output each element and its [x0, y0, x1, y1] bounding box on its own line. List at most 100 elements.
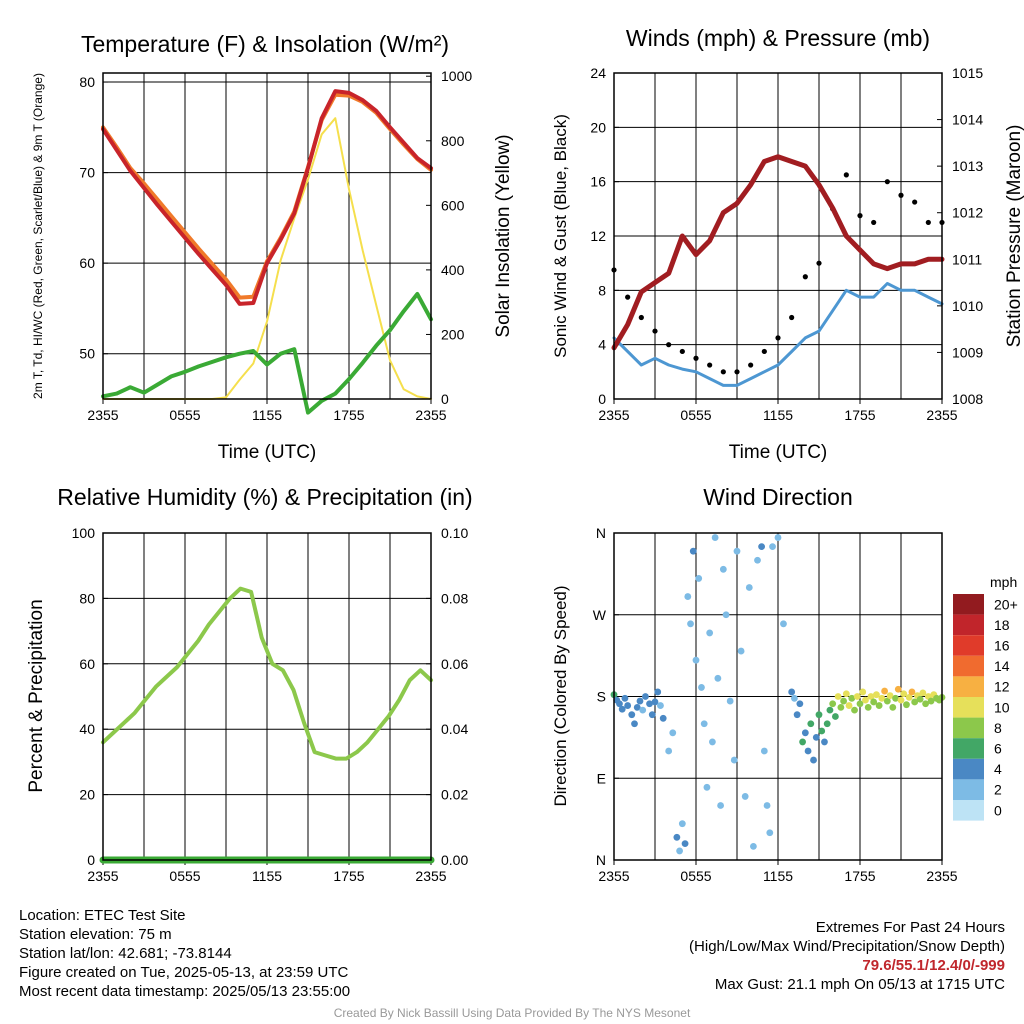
p4-direction-point: [842, 690, 850, 698]
p2-series-sonic-wind: [612, 282, 944, 387]
winds-plot: 2355 0555 1155 1755 235504812162024100810091…: [590, 65, 983, 423]
p3-xtick-label: 2355: [415, 868, 446, 884]
p2-right-tick-label: 1011: [952, 251, 982, 267]
legend-swatch: [953, 655, 984, 677]
p1-xtick-label: 2355: [415, 407, 446, 423]
p4-direction-point: [624, 702, 632, 709]
p2-right-tick-label: 1014: [952, 112, 983, 128]
p4-direction-point: [733, 547, 741, 555]
p2-left-tick-label: 12: [590, 228, 606, 244]
p4-direction-point: [750, 842, 757, 850]
p4-direction-point: [745, 584, 753, 591]
p4-left-tick-label: E: [597, 770, 606, 786]
p4-direction-point: [780, 620, 787, 628]
p4-direction-point: [706, 629, 714, 637]
p2-xtick-label: 0555: [680, 407, 711, 423]
p4-direction-point: [796, 700, 804, 708]
p4-direction-point: [717, 802, 724, 809]
p4-direction-point: [801, 729, 809, 737]
p2-right-tick-label: 1008: [952, 391, 983, 407]
panel2-title: Winds (mph) & Pressure (mb): [626, 25, 930, 51]
p4-direction-point: [642, 693, 649, 700]
p4-direction-point: [722, 611, 730, 619]
p2-gust-point: [707, 362, 713, 368]
p4-direction-point: [859, 688, 867, 696]
p2-gust-point: [666, 342, 672, 348]
p4-direction-point: [678, 820, 686, 828]
panel3-ylabel: Percent & Precipitation: [26, 599, 47, 792]
p4-direction-point: [654, 688, 662, 696]
p1-right-tick-label: 200: [441, 326, 465, 342]
p4-direction-point: [700, 720, 708, 728]
legend-swatch: [953, 697, 984, 718]
p4-direction-point: [875, 702, 883, 709]
p1-left-tick-label: 80: [79, 74, 95, 90]
p3-right-tick-label: 0.00: [441, 852, 468, 868]
p3-right-tick-label: 0.10: [441, 525, 468, 541]
legend-label: 4: [994, 761, 1002, 777]
legend-label: 8: [994, 720, 1002, 736]
p4-direction-point: [821, 738, 828, 746]
elevation-text: Station elevation: 75 m: [19, 926, 172, 943]
p4-left-tick-label: S: [597, 689, 606, 705]
p4-direction-point: [651, 698, 659, 706]
p4-direction-point: [867, 693, 875, 700]
p4-direction-point: [618, 705, 626, 713]
p4-direction-point: [621, 694, 629, 702]
p4-xtick-label: 2355: [926, 868, 957, 884]
p4-left-tick-label: W: [593, 607, 607, 623]
p4-direction-point: [886, 692, 894, 699]
panel1-title: Temperature (F) & Insolation (W/m²): [81, 31, 449, 57]
legend-label: 12: [994, 679, 1010, 695]
p1-frame: [102, 72, 432, 400]
p4-direction-point: [870, 698, 878, 706]
p4-direction-point: [695, 575, 703, 582]
p3-left-tick-label: 60: [79, 656, 95, 672]
p4-left-tick-label: N: [596, 525, 606, 541]
p4-direction-point: [669, 729, 677, 737]
p4-direction-point: [845, 702, 853, 709]
p2-gust-point: [789, 314, 795, 321]
p3-right-tick-label: 0.06: [441, 656, 468, 672]
p2-gust-point: [679, 348, 685, 355]
p1-series-2m-t: [101, 89, 433, 306]
p4-direction-point: [881, 687, 888, 695]
legend-swatch: [953, 635, 984, 656]
p4-direction-point: [883, 697, 891, 705]
p4-direction-point: [807, 720, 815, 728]
extremes-title: Extremes For Past 24 Hours: [815, 919, 1005, 936]
recent-text: Most recent data timestamp: 2025/05/13 2…: [19, 983, 351, 1000]
panel4-ylabel: Direction (Colored By Speed): [551, 585, 570, 806]
legend-label: 14: [994, 658, 1010, 674]
p4-direction-point: [714, 674, 722, 682]
legend-swatch: [953, 594, 984, 615]
p3-xtick-label: 1755: [333, 868, 364, 884]
p4-direction-point: [639, 706, 647, 714]
p2-gust-point: [816, 260, 822, 266]
p2-right-tick-label: 1010: [952, 298, 983, 314]
p4-direction-point: [687, 620, 694, 628]
p4-direction-point: [818, 727, 826, 735]
station-info: Location: ETEC Test Site Station elevati…: [19, 906, 350, 1001]
extremes-values: 79.6/55.1/12.4/0/-999: [862, 957, 1005, 974]
p1-right-tick-label: 600: [441, 197, 465, 213]
p3-left-tick-label: 100: [72, 525, 96, 541]
p4-direction-point: [916, 695, 924, 703]
legend-swatch: [953, 758, 984, 780]
p4-direction-point: [681, 840, 689, 848]
p1-xtick-label: 2355: [87, 407, 118, 423]
p4-direction-point: [853, 693, 861, 700]
p2-gust-point: [625, 294, 631, 300]
p1-left-tick-label: 60: [79, 255, 95, 271]
p1-right-tick-label: 0: [441, 391, 449, 407]
p2-xtick-label: 2355: [598, 407, 629, 423]
p2-gust-point: [802, 274, 808, 280]
p2-gust-point: [761, 348, 767, 355]
max-gust-text: Max Gust: 21.1 mph On 05/13 at 1715 UTC: [714, 976, 1005, 993]
p2-gust-point: [652, 328, 658, 334]
p4-direction-point: [892, 694, 899, 702]
p4-direction-point: [826, 706, 834, 714]
p4-direction-point: [631, 720, 638, 728]
p4-direction-point: [911, 698, 919, 706]
